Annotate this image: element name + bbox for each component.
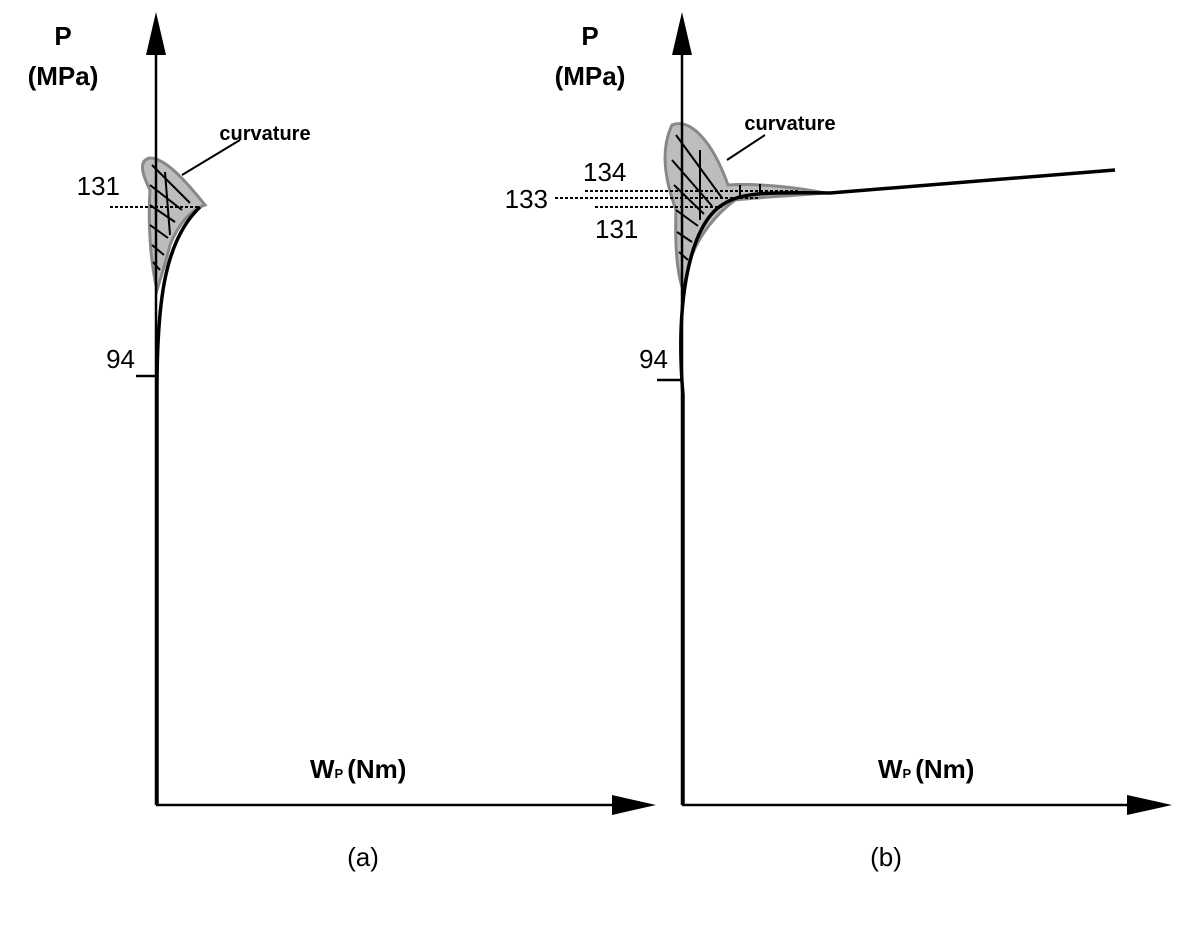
panel-b: P (MPa) curvature 134 133 131 94 WP (Nm) …	[505, 12, 1172, 872]
curvature-region	[663, 122, 826, 296]
x-subscript: P	[335, 766, 344, 781]
x-arrow	[1127, 795, 1172, 815]
x-subscript: P	[903, 766, 912, 781]
y-arrow	[146, 12, 166, 55]
y-unit: (MPa)	[555, 61, 626, 91]
caption: (a)	[347, 842, 379, 872]
x-unit: (Nm)	[347, 754, 406, 784]
y-unit: (MPa)	[28, 61, 99, 91]
panel-a: P (MPa) curvature 131 94 WP (Nm) (a)	[28, 12, 656, 872]
level-label: 94	[639, 344, 668, 374]
level-label: 94	[106, 344, 135, 374]
caption: (b)	[870, 842, 902, 872]
level-label: 131	[595, 214, 638, 244]
y-symbol: P	[54, 21, 71, 51]
level-label: 131	[77, 171, 120, 201]
level-label: 133	[505, 184, 548, 214]
response-curve	[679, 168, 1116, 805]
x-symbol: W	[878, 754, 903, 784]
x-unit: (Nm)	[915, 754, 974, 784]
annotation: curvature	[744, 113, 835, 135]
level-label: 134	[583, 157, 626, 187]
curvature-region	[141, 156, 208, 296]
annotation-leader	[181, 139, 241, 176]
annotation-leader	[726, 134, 766, 161]
x-label: WP (Nm)	[878, 754, 974, 784]
y-symbol: P	[581, 21, 598, 51]
annotation: curvature	[219, 123, 310, 145]
x-symbol: W	[310, 754, 335, 784]
y-arrow	[672, 12, 692, 55]
response-curve	[155, 205, 202, 805]
x-arrow	[612, 795, 656, 815]
x-label: WP (Nm)	[310, 754, 406, 784]
